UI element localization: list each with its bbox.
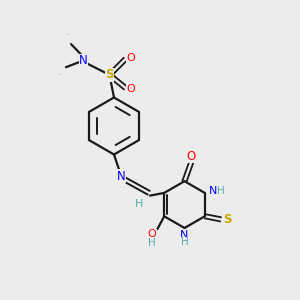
Text: H: H (148, 238, 156, 248)
Text: O: O (187, 149, 196, 163)
Text: N: N (79, 54, 88, 67)
Text: CH₃: CH₃ (67, 34, 69, 35)
Text: H: H (181, 237, 188, 248)
Text: CH₃: CH₃ (59, 74, 62, 76)
Text: S: S (105, 68, 114, 82)
Text: O: O (126, 84, 135, 94)
Text: N: N (209, 186, 218, 197)
Text: S: S (223, 213, 231, 226)
Text: O: O (148, 229, 157, 239)
Text: H: H (218, 186, 225, 197)
Text: O: O (126, 53, 135, 63)
Text: H: H (134, 199, 143, 209)
Text: N: N (180, 230, 189, 240)
Text: N: N (117, 169, 126, 183)
